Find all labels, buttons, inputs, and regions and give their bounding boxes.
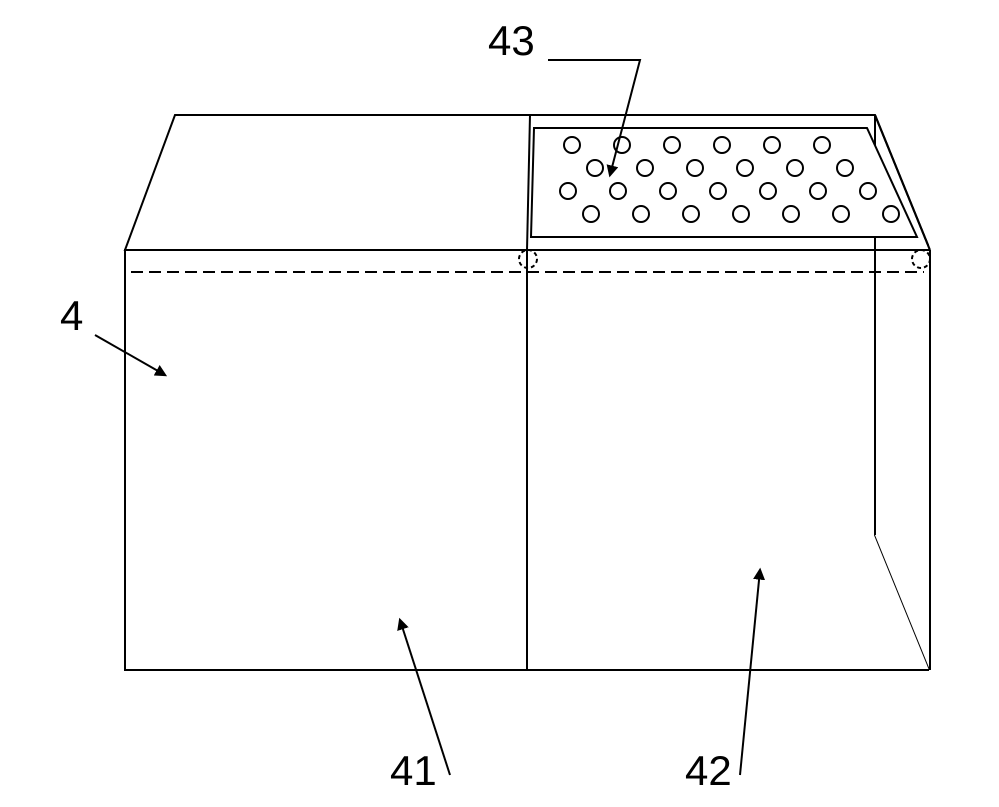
- leader-42: [740, 570, 760, 775]
- label-42: 42: [685, 747, 732, 794]
- label-43: 43: [488, 17, 535, 64]
- top-divider: [527, 115, 530, 250]
- hinge-circle-right: [912, 250, 930, 268]
- label-41: 41: [390, 747, 437, 794]
- diagram-svg: 43 4 41 42: [0, 0, 999, 807]
- label-4: 4: [60, 292, 83, 339]
- leader-4: [95, 335, 165, 375]
